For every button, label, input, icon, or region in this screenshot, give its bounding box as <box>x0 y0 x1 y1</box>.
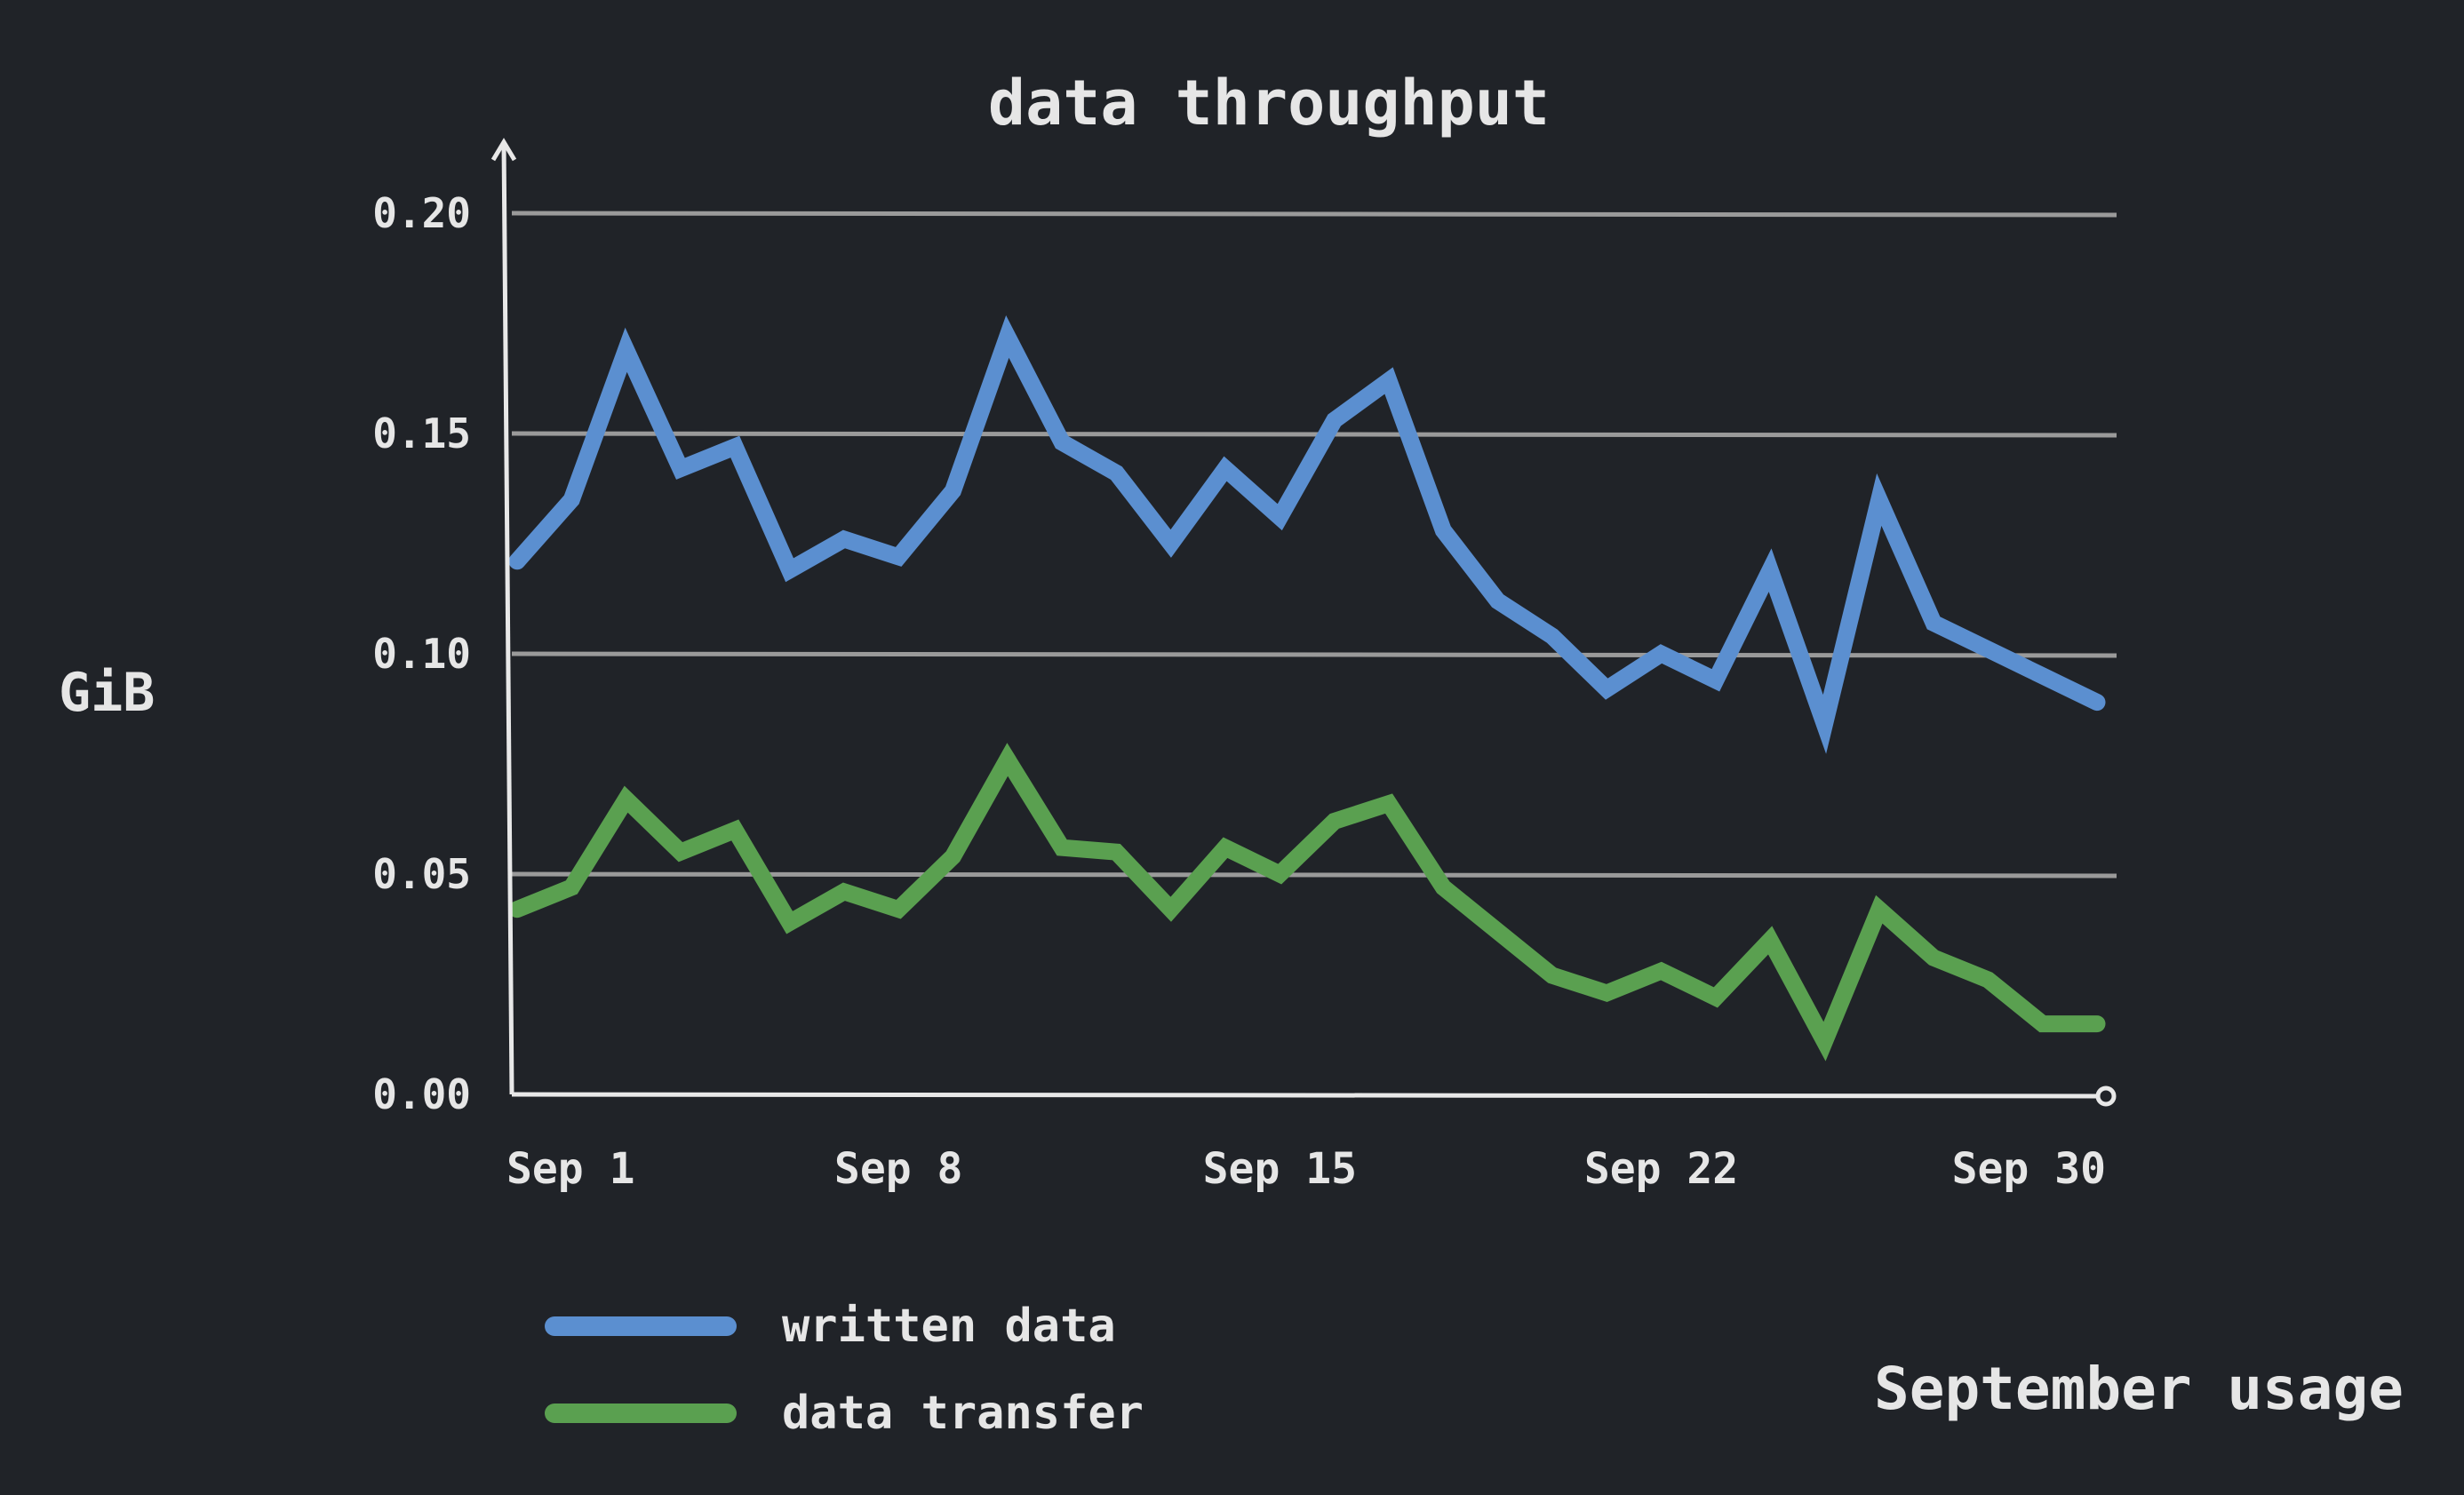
legend-label: written data <box>782 1300 1116 1353</box>
y-axis-label: GiB <box>59 662 155 724</box>
x-tick-label: Sep 8 <box>834 1144 963 1194</box>
x-tick-label: Sep 22 <box>1584 1144 1738 1194</box>
y-tick-labels: 0.00 0.05 0.10 0.15 0.20 <box>372 189 471 1118</box>
y-axis <box>501 141 514 1095</box>
grid-line <box>511 871 2117 879</box>
x-axis-end-marker <box>2095 1085 2117 1107</box>
chart-title: data throughput <box>988 67 1550 139</box>
grid-line <box>511 211 2117 218</box>
y-tick-label: 0.15 <box>372 410 471 457</box>
x-tick-label: Sep 1 <box>506 1144 635 1194</box>
grid-line <box>511 651 2117 658</box>
axes <box>490 138 2117 1107</box>
series-line-2 <box>508 743 2106 1062</box>
y-tick-label: 0.20 <box>372 189 471 237</box>
y-tick-label: 0.00 <box>372 1070 471 1118</box>
series-lines <box>508 314 2106 1062</box>
x-tick-labels: Sep 1 Sep 8 Sep 15 Sep 22 Sep 30 <box>506 1144 2106 1194</box>
y-tick-label: 0.10 <box>372 630 471 678</box>
y-axis-arrow <box>490 138 517 162</box>
legend-label: data transfer <box>782 1387 1144 1440</box>
legend: written data data transfer <box>545 1300 1144 1440</box>
series-line-1 <box>508 314 2106 754</box>
x-tick-label: Sep 15 <box>1203 1144 1357 1194</box>
chart-caption: September usage <box>1874 1355 2404 1423</box>
grid-line <box>511 431 2117 438</box>
y-tick-label: 0.05 <box>372 850 471 898</box>
x-axis <box>511 1092 2100 1099</box>
x-tick-label: Sep 30 <box>1952 1144 2106 1194</box>
